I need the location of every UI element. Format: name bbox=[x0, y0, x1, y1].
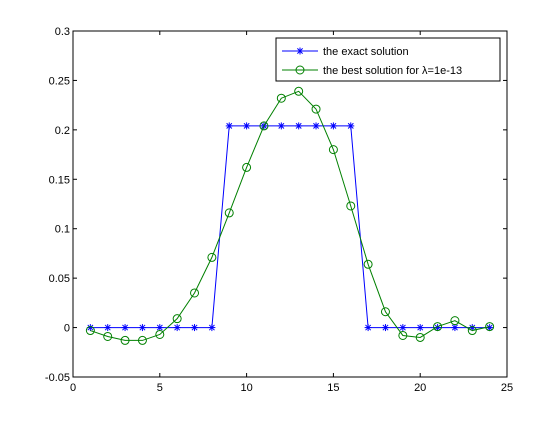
data-point bbox=[313, 122, 320, 129]
data-point bbox=[243, 122, 250, 129]
y-tick-label: 0.1 bbox=[55, 224, 70, 236]
y-tick-label: 0.15 bbox=[49, 174, 70, 186]
data-point bbox=[417, 324, 424, 331]
legend-label: the best solution for λ=1e-13 bbox=[323, 65, 462, 77]
data-point bbox=[226, 122, 233, 129]
x-tick-label: 5 bbox=[157, 382, 163, 394]
y-tick-label: 0.3 bbox=[55, 26, 70, 38]
data-point bbox=[295, 122, 302, 129]
y-tick-label: 0.05 bbox=[49, 273, 70, 285]
x-tick-label: 15 bbox=[327, 382, 339, 394]
x-tick-label: 20 bbox=[414, 382, 426, 394]
x-tick-label: 25 bbox=[501, 382, 513, 394]
y-tick-label: 0.25 bbox=[49, 75, 70, 87]
x-tick-label: 0 bbox=[70, 382, 76, 394]
y-tick-labels: -0.05 0 0.05 0.1 0.15 0.2 0.25 0.3 bbox=[45, 26, 70, 384]
data-point bbox=[174, 324, 181, 331]
data-point bbox=[297, 48, 304, 55]
data-point bbox=[330, 122, 337, 129]
y-tick-label: 0 bbox=[64, 323, 70, 335]
data-point bbox=[347, 122, 354, 129]
data-point bbox=[365, 324, 372, 331]
data-point bbox=[278, 122, 285, 129]
legend-label: the exact solution bbox=[323, 46, 409, 58]
y-tick-label: -0.05 bbox=[45, 372, 70, 384]
x-tick-labels: 0 5 10 15 20 25 bbox=[70, 382, 513, 394]
data-point bbox=[122, 324, 129, 331]
legend: the exact solution the best solution for … bbox=[276, 38, 500, 81]
data-point bbox=[382, 324, 389, 331]
data-point bbox=[139, 324, 146, 331]
data-point bbox=[104, 324, 111, 331]
data-point bbox=[191, 324, 198, 331]
x-tick-label: 10 bbox=[240, 382, 252, 394]
data-point bbox=[208, 324, 215, 331]
data-point bbox=[399, 324, 406, 331]
y-tick-label: 0.2 bbox=[55, 125, 70, 137]
